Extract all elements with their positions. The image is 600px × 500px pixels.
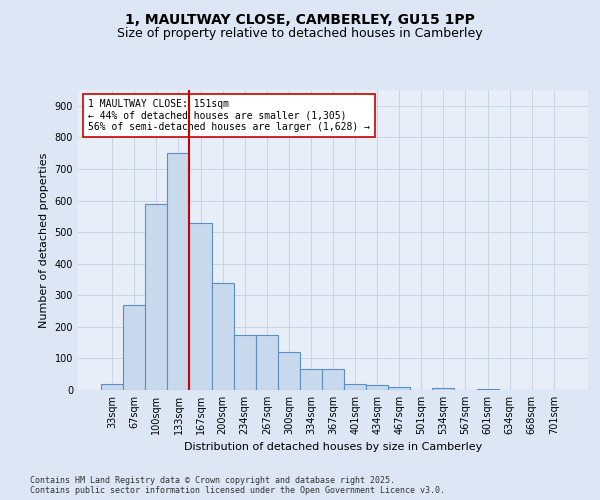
Bar xyxy=(123,304,145,390)
Text: 1 MAULTWAY CLOSE: 151sqm
← 44% of detached houses are smaller (1,305)
56% of sem: 1 MAULTWAY CLOSE: 151sqm ← 44% of detach… xyxy=(88,99,370,132)
Bar xyxy=(145,204,167,390)
Text: 1, MAULTWAY CLOSE, CAMBERLEY, GU15 1PP: 1, MAULTWAY CLOSE, CAMBERLEY, GU15 1PP xyxy=(125,12,475,26)
Bar xyxy=(167,153,190,390)
Bar xyxy=(388,387,410,390)
Bar xyxy=(190,222,212,390)
Bar xyxy=(322,370,344,390)
Y-axis label: Number of detached properties: Number of detached properties xyxy=(39,152,49,328)
Bar xyxy=(278,352,300,390)
Bar xyxy=(366,386,388,390)
Bar xyxy=(256,334,278,390)
Bar xyxy=(212,282,233,390)
Bar xyxy=(476,389,499,390)
Bar xyxy=(433,388,454,390)
Text: Contains HM Land Registry data © Crown copyright and database right 2025.
Contai: Contains HM Land Registry data © Crown c… xyxy=(30,476,445,495)
Bar xyxy=(344,384,366,390)
Bar xyxy=(101,384,123,390)
Bar xyxy=(233,334,256,390)
Text: Size of property relative to detached houses in Camberley: Size of property relative to detached ho… xyxy=(117,28,483,40)
Bar xyxy=(300,370,322,390)
Text: Distribution of detached houses by size in Camberley: Distribution of detached houses by size … xyxy=(184,442,482,452)
